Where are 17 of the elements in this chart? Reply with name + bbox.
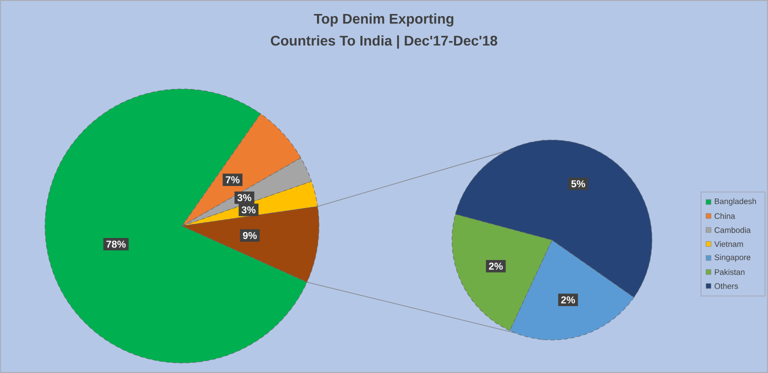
legend-label: Vietnam bbox=[714, 241, 743, 247]
legend-label: Others bbox=[714, 283, 738, 289]
data-label: 2% bbox=[488, 262, 503, 270]
data-label: 9% bbox=[242, 232, 257, 240]
data-label: 3% bbox=[242, 206, 256, 214]
legend-label: Singapore bbox=[714, 254, 750, 262]
legend-label: China bbox=[714, 213, 736, 219]
data-label: 7% bbox=[226, 176, 240, 184]
legend-label: Cambodia bbox=[714, 227, 751, 233]
data-label: 2% bbox=[561, 296, 575, 304]
data-label: 78% bbox=[106, 240, 126, 248]
chart-title: Top Denim Exporting bbox=[314, 13, 454, 27]
data-label: 3% bbox=[237, 194, 252, 202]
chart-subtitle: Countries To India | Dec'17-Dec'18 bbox=[270, 35, 498, 49]
data-label: 5% bbox=[571, 180, 586, 188]
legend-label: Bangladesh bbox=[714, 198, 756, 206]
legend-label: Pakistan bbox=[714, 269, 744, 275]
